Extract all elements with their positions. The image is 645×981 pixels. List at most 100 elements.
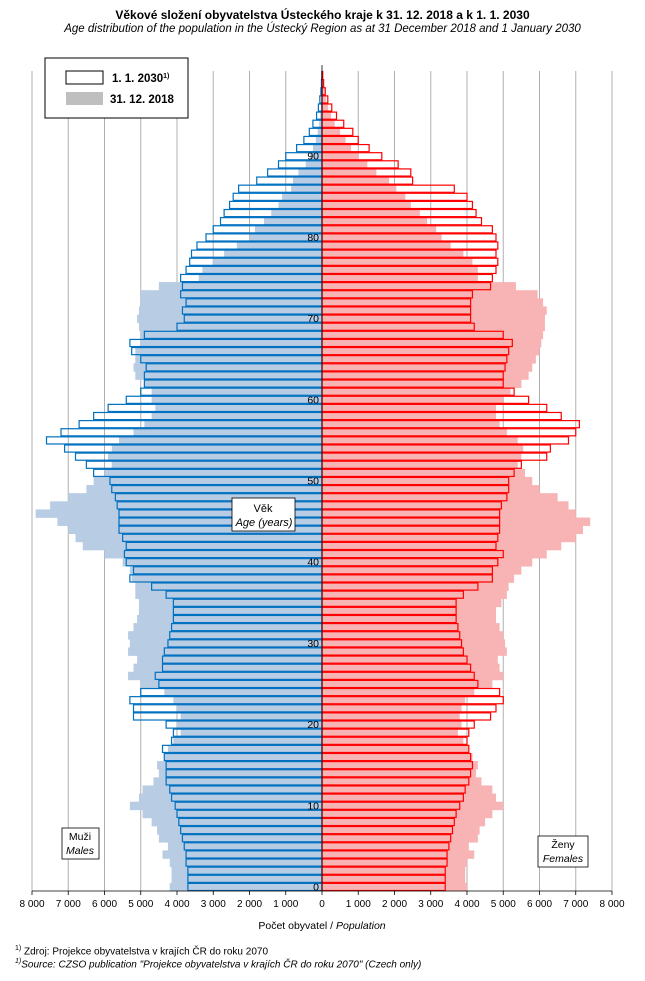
- bar-male-2018: [164, 752, 322, 762]
- bar-female-2018: [322, 444, 524, 453]
- x-tick-label: 4 000: [164, 899, 189, 910]
- bar-male-2018: [167, 744, 322, 754]
- bar-male-2018: [140, 298, 322, 307]
- bar-male-2018: [68, 525, 322, 535]
- bar-male-2018: [129, 566, 322, 575]
- svg-text:Females: Females: [543, 853, 584, 865]
- bar-female-2018: [322, 411, 496, 421]
- bar-female-2018: [322, 550, 547, 559]
- bar-female-2018: [322, 452, 522, 462]
- bar-male-2018: [298, 168, 322, 177]
- bar-male-2018: [133, 363, 322, 372]
- bar-male-2018: [122, 558, 322, 567]
- bar-female-2018: [322, 598, 502, 608]
- bar-male-2018: [158, 834, 322, 843]
- age-tick-label: 10: [307, 800, 319, 812]
- bar-male-2018: [93, 476, 322, 486]
- bar-female-2018: [322, 769, 477, 778]
- bar-female-2018: [322, 493, 558, 502]
- bar-male-2018: [177, 704, 322, 713]
- legend: 1. 1. 20301) 31. 12. 2018: [44, 57, 189, 119]
- bar-female-2018: [322, 395, 504, 405]
- bar-male-2018: [305, 160, 322, 169]
- svg-text:Males: Males: [66, 845, 95, 857]
- bar-female-2018: [322, 111, 332, 121]
- x-tick-label: 1 000: [346, 899, 371, 910]
- bar-female-2018: [322, 517, 591, 526]
- age-tick-label: 50: [307, 476, 319, 488]
- bar-female-2018: [322, 176, 390, 185]
- age-tick-label: 40: [307, 557, 319, 569]
- bar-male-2018: [158, 769, 322, 778]
- footnote-en: 1)Source: CZSO publication "Projekce oby…: [15, 958, 422, 971]
- bar-female-2018: [322, 842, 469, 851]
- bar-female-2018: [322, 761, 478, 770]
- bar-female-2018: [322, 355, 536, 364]
- bar-female-2018: [322, 273, 478, 283]
- axes: 0 10 20 30 40 50 60 70 80 90 8 000 7 000 6 000 5 000 4…: [19, 65, 625, 910]
- bar-male-2018: [128, 671, 322, 681]
- bar-female-2018: [322, 347, 540, 356]
- bar-male-2018: [140, 330, 322, 340]
- bar-male-2018: [138, 606, 322, 616]
- bar-male-2018: [171, 866, 322, 876]
- bar-male-2018: [144, 420, 322, 429]
- x-axis-title: Počet obyvatel / Population: [258, 920, 385, 932]
- bar-male-2018: [135, 371, 322, 380]
- bar-male-2018: [315, 135, 322, 145]
- bar-male-2018: [224, 249, 322, 259]
- bar-male-2018: [104, 468, 322, 478]
- bar-male-2018: [35, 509, 322, 518]
- bar-male-2018: [312, 144, 322, 153]
- bar-female-2018: [322, 485, 540, 494]
- bar-male-2018: [137, 314, 322, 323]
- x-tick-label: 6 000: [92, 899, 117, 910]
- bar-male-2018: [157, 761, 322, 770]
- bar-male-2018: [254, 225, 322, 234]
- bar-female-2018: [322, 468, 525, 478]
- males-label: Muži Males: [61, 827, 100, 860]
- bar-female-2018: [322, 752, 473, 762]
- bar-male-2018: [133, 663, 322, 673]
- bar-female-2018: [322, 834, 478, 843]
- bar-male-2018: [169, 858, 322, 867]
- bar-male-2018: [140, 338, 322, 348]
- bar-female-2018: [322, 460, 518, 470]
- bar-female-2018: [322, 744, 469, 754]
- x-tick-label: 1 000: [273, 899, 298, 910]
- age-tick-label: 80: [307, 232, 319, 244]
- bar-female-2018: [322, 209, 420, 218]
- x-tick-label: 7 000: [56, 899, 81, 910]
- svg-text:Ženy: Ženy: [551, 838, 575, 851]
- bar-female-2018: [322, 688, 475, 697]
- bar-male-2018: [173, 736, 322, 746]
- bar-female-2018: [322, 590, 507, 600]
- bar-female-2018: [322, 420, 500, 429]
- age-tick-label: 0: [313, 881, 319, 893]
- bar-female-2018: [322, 501, 569, 510]
- bar-male-2018: [151, 411, 322, 421]
- bar-female-2018: [322, 541, 562, 551]
- bar-female-2018: [322, 606, 496, 616]
- bar-female-2018: [322, 655, 498, 664]
- bar-male-2018: [236, 241, 322, 250]
- bar-female-2018: [322, 265, 478, 275]
- bar-male-2018: [111, 444, 322, 453]
- bar-male-2018: [151, 395, 322, 405]
- bar-male-2018: [164, 688, 322, 697]
- bar-female-2018: [322, 509, 576, 518]
- bar-male-2018: [155, 403, 322, 413]
- bar-male-2018: [129, 801, 322, 811]
- legend-label-2030: 1. 1. 20301): [112, 73, 169, 85]
- bar-female-2018: [322, 330, 544, 340]
- bar-male-2018: [138, 598, 322, 608]
- bar-male-2018: [135, 355, 322, 364]
- bar-female-2018: [322, 874, 466, 884]
- x-tick-label: 8 000: [599, 899, 624, 910]
- bar-female-2018: [322, 371, 529, 380]
- bar-male-2018: [151, 817, 322, 827]
- bar-male-2018: [151, 387, 322, 397]
- population-pyramid-chart: 0 10 20 30 40 50 60 70 80 90 8 000 7 000 6 000 5 000 4…: [19, 57, 625, 932]
- bar-male-2018: [317, 127, 322, 137]
- bar-female-2018: [322, 338, 542, 348]
